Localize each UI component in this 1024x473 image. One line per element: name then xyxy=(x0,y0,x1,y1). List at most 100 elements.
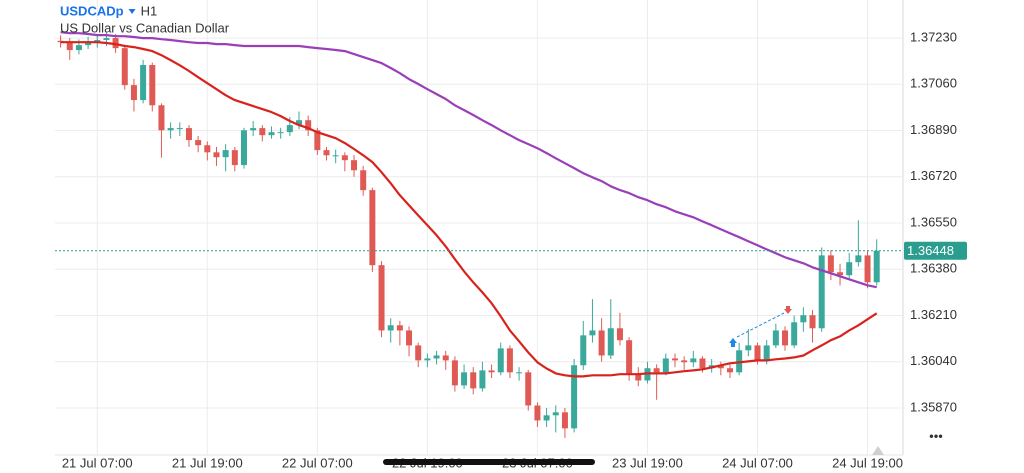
candle-body xyxy=(75,45,82,51)
candle-body xyxy=(222,150,229,158)
candle-body xyxy=(800,315,807,323)
y-tick-label: 1.36720 xyxy=(910,168,957,183)
candle-body xyxy=(626,340,633,374)
candle-body xyxy=(681,360,688,363)
buy-marker xyxy=(729,338,737,347)
x-tick-label: 23 Jul 19:00 xyxy=(612,455,683,470)
candle-body xyxy=(387,325,394,331)
candle-body xyxy=(635,373,642,381)
candle-body xyxy=(837,272,844,276)
candle-body xyxy=(66,42,73,51)
candle-body xyxy=(580,335,587,366)
candle-body xyxy=(296,120,303,126)
candle-body xyxy=(415,345,422,361)
candle-body xyxy=(406,330,413,346)
candle-body xyxy=(827,255,834,273)
y-tick-label: 1.37060 xyxy=(910,76,957,91)
candle-body xyxy=(213,152,220,158)
candle-body xyxy=(204,145,211,153)
x-tick-label: 24 Jul 07:00 xyxy=(722,455,793,470)
candle-body xyxy=(360,170,367,191)
y-tick-label: 1.36040 xyxy=(910,353,957,368)
candle-body xyxy=(754,345,761,361)
candle-body xyxy=(268,132,275,136)
candle-body xyxy=(231,150,238,166)
candle-body xyxy=(589,330,596,336)
candle-body xyxy=(782,330,789,346)
candle-body xyxy=(461,372,468,386)
x-tick-label: 22 Jul 07:00 xyxy=(282,455,353,470)
candle-body xyxy=(433,355,440,359)
home-indicator xyxy=(383,459,595,465)
moving-average-line xyxy=(60,31,877,289)
x-tick-label: 24 Jul 19:00 xyxy=(832,455,903,470)
candle-body xyxy=(323,150,330,156)
candle-body xyxy=(662,358,669,373)
candle-body xyxy=(846,262,853,276)
candle-body xyxy=(195,140,202,146)
candle-body xyxy=(314,130,321,151)
candle-body xyxy=(534,405,541,421)
candle-body xyxy=(552,412,559,416)
candle-body xyxy=(516,372,523,374)
candle-body xyxy=(396,325,403,331)
candle-body xyxy=(149,65,156,106)
candle-body xyxy=(470,372,477,389)
candle-body xyxy=(717,365,724,369)
y-tick-label: 1.37230 xyxy=(910,30,957,45)
candle-body xyxy=(158,105,165,131)
more-menu-button[interactable]: ••• xyxy=(929,428,943,443)
candle-body xyxy=(103,38,110,40)
symbol-dropdown-arrow[interactable] xyxy=(128,9,136,14)
candle-body xyxy=(351,160,358,171)
candle-body xyxy=(277,132,284,134)
candle-body xyxy=(690,358,697,363)
candle-body xyxy=(479,370,486,389)
candle-body xyxy=(140,65,147,101)
current-price-label: 1.36448 xyxy=(907,243,954,258)
x-tick-label: 21 Jul 19:00 xyxy=(172,455,243,470)
candle-body xyxy=(818,255,825,329)
candle-body xyxy=(506,348,513,373)
candle-body xyxy=(240,130,247,166)
candle-body xyxy=(424,358,431,361)
candle-body xyxy=(763,345,770,361)
candle-body xyxy=(176,128,183,130)
candle-body xyxy=(488,370,495,373)
candle-body xyxy=(378,265,385,331)
candle-body xyxy=(57,40,64,43)
candle-body xyxy=(525,372,532,406)
trade-link xyxy=(736,312,785,338)
sell-marker xyxy=(784,306,792,314)
candle-body xyxy=(571,365,578,429)
candle-body xyxy=(259,128,266,136)
candle-body xyxy=(772,330,779,346)
candle-body xyxy=(873,250,880,283)
candle-body xyxy=(497,348,504,373)
candle-body xyxy=(286,125,293,133)
candle-body xyxy=(369,190,376,266)
candle-body xyxy=(543,415,550,421)
candle-body xyxy=(653,368,660,373)
y-tick-label: 1.36210 xyxy=(910,307,957,322)
candle-body xyxy=(250,128,257,131)
candle-body xyxy=(616,328,623,341)
candle-body xyxy=(809,315,816,329)
candle-body xyxy=(442,355,449,361)
candle-body xyxy=(167,128,174,131)
y-tick-label: 1.36890 xyxy=(910,122,957,137)
current-price-box xyxy=(904,241,967,260)
symbol-title: USDCADp xyxy=(60,3,124,18)
candle-body xyxy=(607,328,614,356)
candle-body xyxy=(726,368,733,373)
moving-average-line xyxy=(60,41,878,378)
candle-body xyxy=(598,330,605,356)
candle-body xyxy=(855,255,862,263)
candle-body xyxy=(791,322,798,346)
x-tick-label: 21 Jul 07:00 xyxy=(62,455,133,470)
candle-body xyxy=(864,255,871,283)
scroll-end-marker xyxy=(872,446,884,455)
candle-body xyxy=(85,42,92,46)
